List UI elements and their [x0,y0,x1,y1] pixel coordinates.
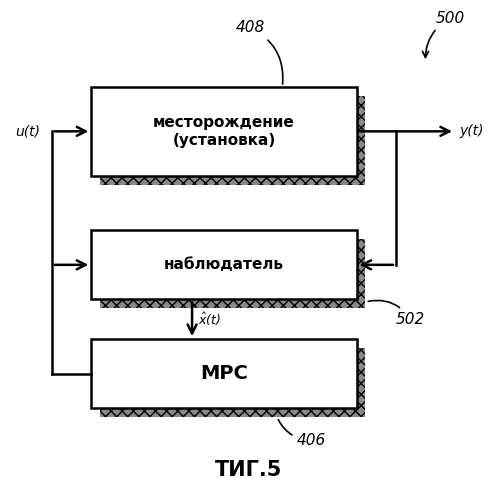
Text: 502: 502 [368,300,425,327]
Bar [91,339,357,408]
Text: 408: 408 [236,20,283,84]
Text: наблюдатель: наблюдатель [164,258,284,272]
Text: МРС: МРС [200,364,248,383]
Text: y(t): y(t) [460,124,484,138]
Text: $\hat{x}$(t): $\hat{x}$(t) [198,310,221,328]
Bar [357,348,365,417]
Bar [100,300,365,308]
Bar [91,230,357,300]
Bar [100,176,365,184]
Text: 406: 406 [278,420,327,448]
Bar [357,408,365,417]
Bar [91,87,357,176]
Text: ΤИГ.5: ΤИГ.5 [215,460,282,480]
Bar [357,300,365,308]
Bar [357,96,365,184]
Text: 500: 500 [422,10,465,58]
Bar [357,239,365,308]
Bar [100,408,365,417]
Bar [357,176,365,184]
Text: u(t): u(t) [15,124,40,138]
Text: месторождение
(установка): месторождение (установка) [153,115,295,148]
